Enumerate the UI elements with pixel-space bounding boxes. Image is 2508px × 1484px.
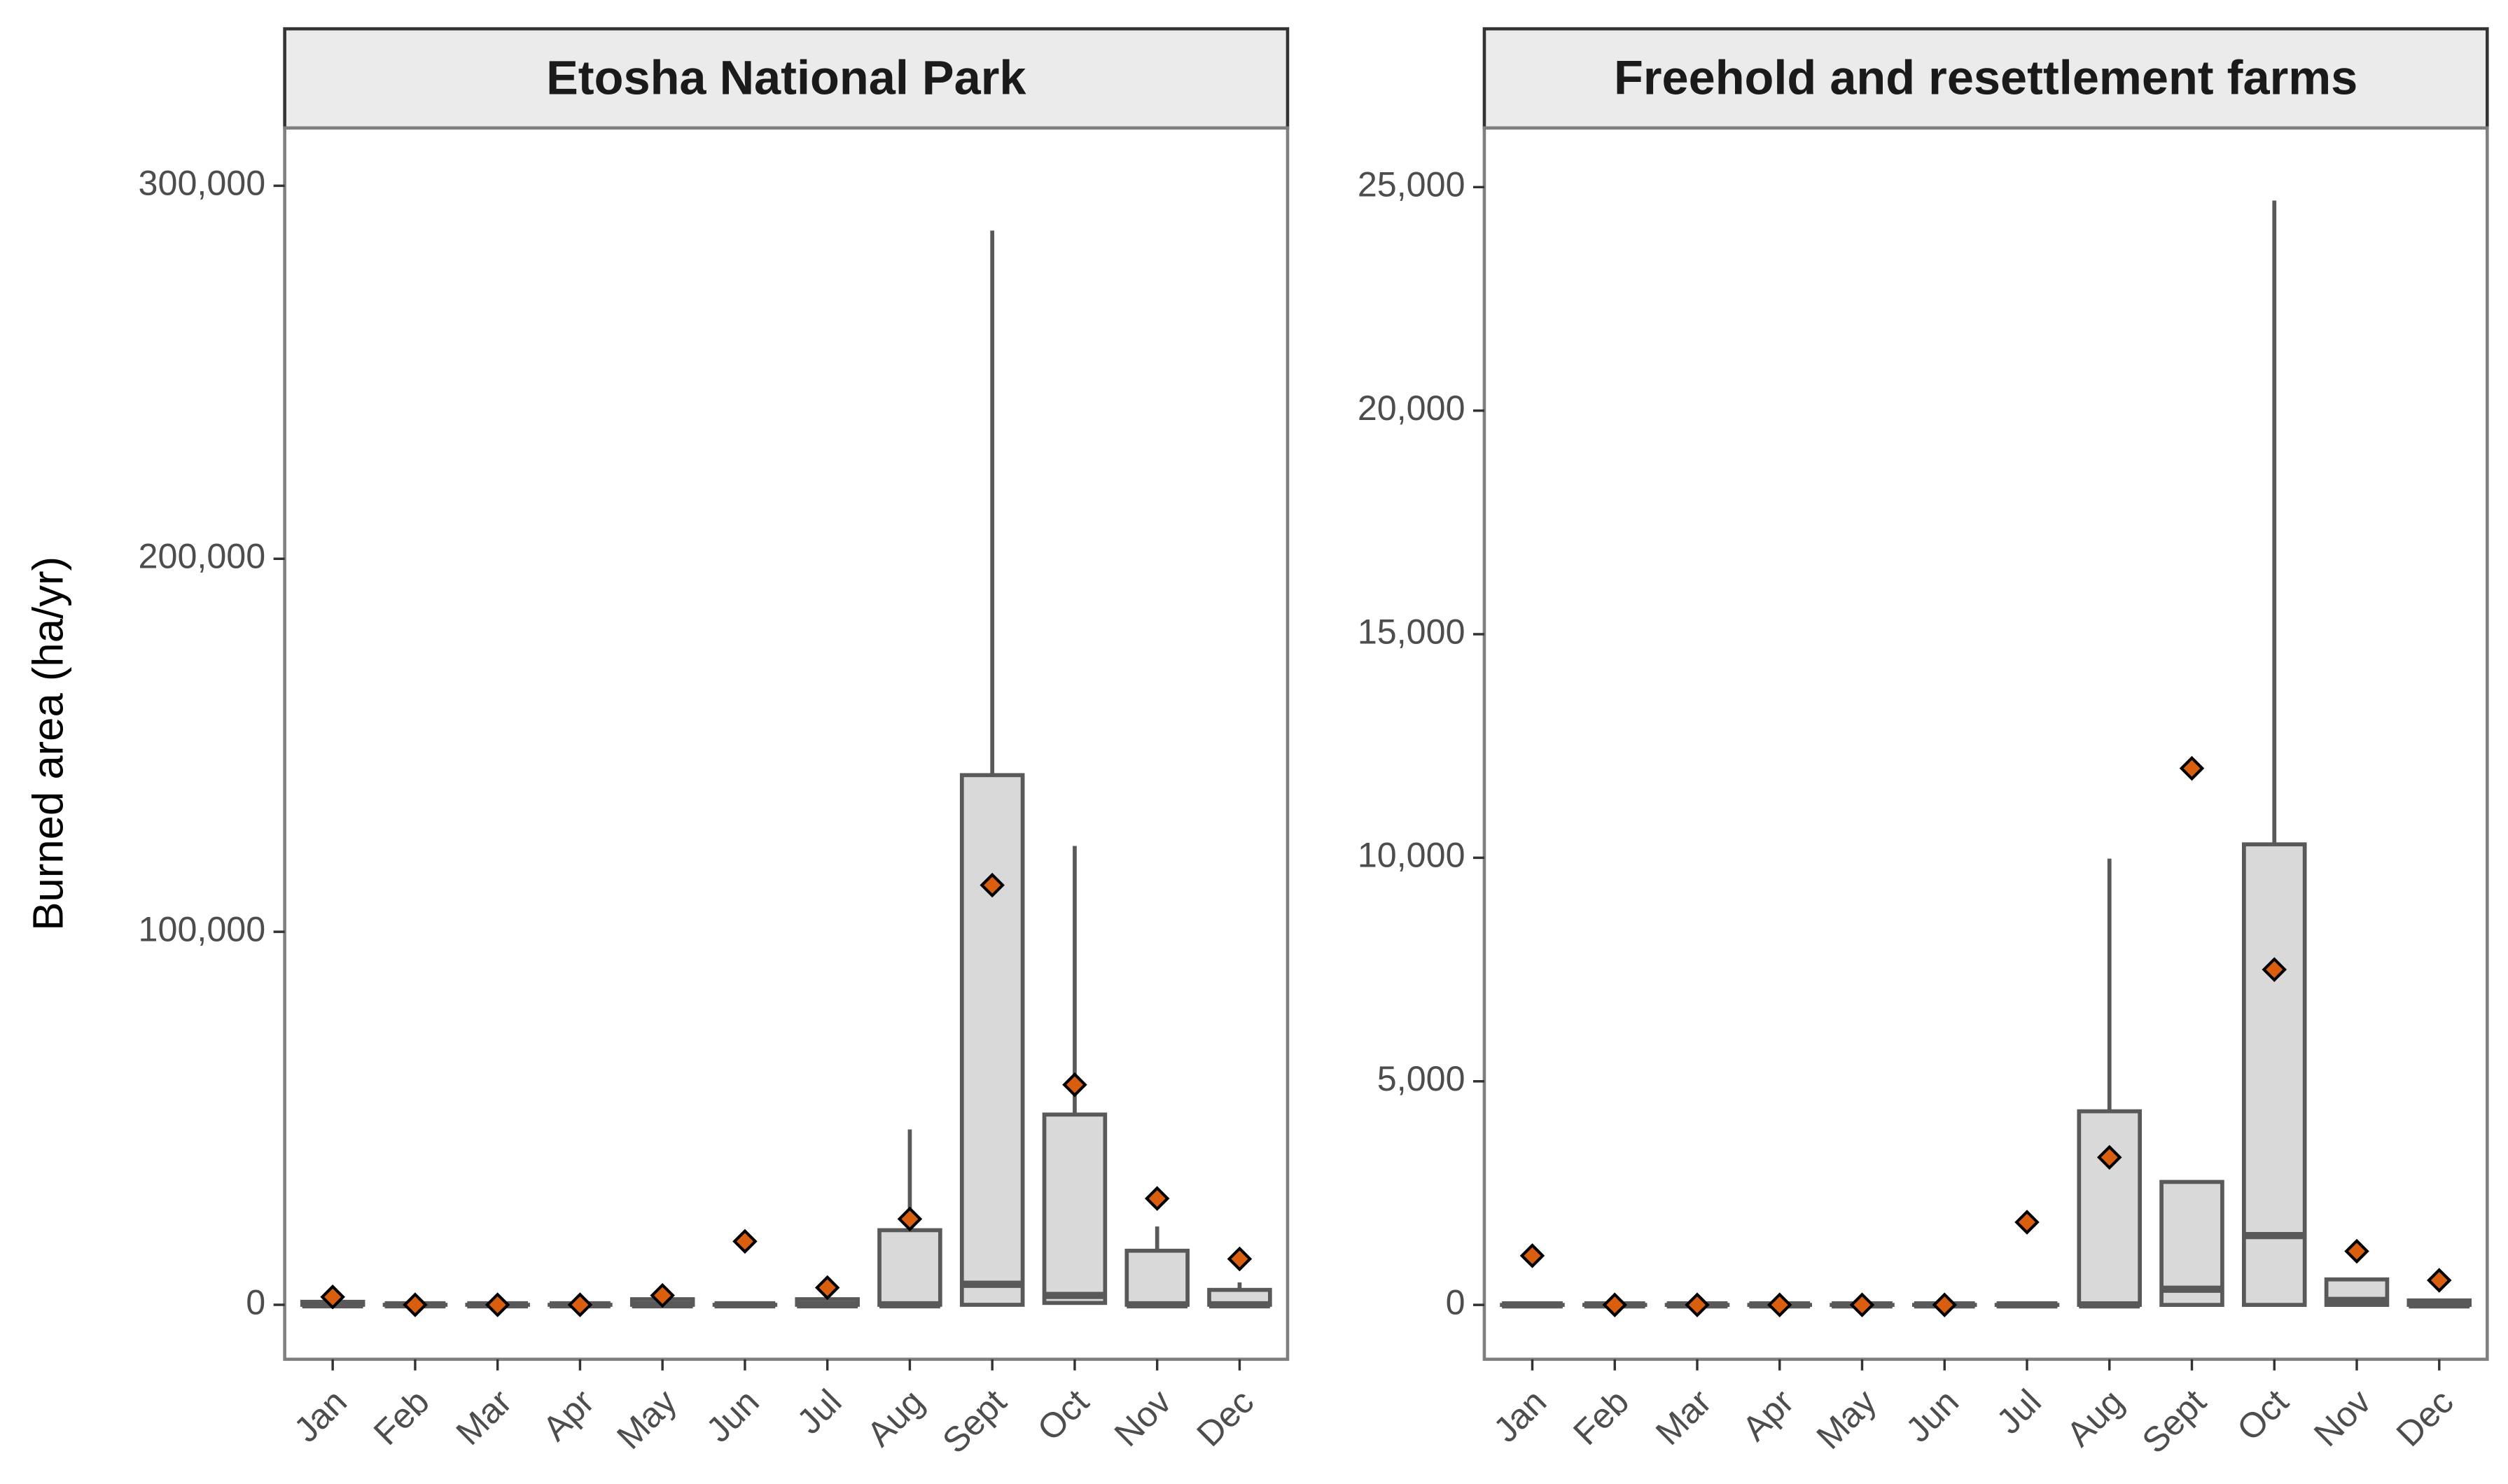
x-tick-label: Jun [699, 1382, 767, 1450]
mean-marker [1227, 1246, 1253, 1272]
x-tick-label: Aug [2059, 1382, 2131, 1454]
x-tick-label: Sept [2135, 1382, 2214, 1461]
mean-marker [403, 1292, 428, 1317]
x-tick-label: Apr [535, 1382, 601, 1448]
x-tick-label: Oct [2229, 1382, 2296, 1448]
mean-marker [2262, 957, 2287, 982]
box [959, 773, 1025, 1307]
y-tick-label: 20,000 [1358, 388, 1465, 428]
mean-marker [1932, 1292, 1958, 1317]
mean-marker [1062, 1072, 1087, 1098]
y-axis-label: Burned area (ha/yr) [24, 556, 72, 931]
x-tick-label: Jul [790, 1382, 849, 1441]
x-tick-label: Dec [1190, 1382, 1262, 1454]
y-tick-label: 0 [1446, 1282, 1465, 1322]
panel-title: Etosha National Park [546, 51, 1026, 105]
mean-marker [567, 1292, 593, 1317]
x-tick-label: Aug [859, 1382, 931, 1454]
box [1124, 1248, 1190, 1307]
panel-border [1482, 126, 2489, 1362]
mean-marker [2344, 1238, 2369, 1264]
y-tick-label: 200,000 [139, 537, 266, 576]
x-tick-label: Mar [1648, 1382, 1719, 1452]
y-tick-label: 25,000 [1358, 165, 1465, 204]
mean-marker [1767, 1292, 1792, 1317]
mean-marker [1685, 1292, 1710, 1317]
mean-marker [2014, 1210, 2040, 1235]
box [2242, 842, 2307, 1307]
x-tick-label: Apr [1735, 1382, 1802, 1448]
box [1042, 1112, 1108, 1306]
mean-marker [732, 1228, 758, 1254]
y-tick-label: 100,000 [139, 909, 266, 948]
mean-marker [650, 1282, 675, 1308]
mean-marker [320, 1284, 345, 1310]
mean-marker [814, 1275, 840, 1301]
mean-marker [980, 872, 1005, 898]
mean-marker [2427, 1268, 2452, 1293]
x-tick-label: Feb [1566, 1382, 1636, 1452]
x-tick-label: Jan [1486, 1382, 1554, 1450]
mean-marker [2179, 755, 2205, 781]
x-tick-label: Jun [1898, 1382, 1966, 1450]
x-tick-label: Jan [286, 1382, 354, 1450]
x-tick-label: May [609, 1382, 684, 1457]
x-tick-label: Jul [1989, 1382, 2049, 1441]
x-tick-label: Feb [366, 1382, 437, 1452]
x-tick-label: Dec [2389, 1382, 2461, 1454]
mean-marker [1519, 1243, 1545, 1268]
y-tick-label: 10,000 [1358, 836, 1465, 875]
panel-title: Freehold and resettlement farms [1614, 51, 2357, 105]
x-tick-label: Nov [2306, 1382, 2378, 1454]
mean-marker [2097, 1144, 2122, 1170]
mean-marker [897, 1206, 923, 1232]
y-tick-label: 5,000 [1377, 1059, 1465, 1098]
x-tick-label: Mar [449, 1382, 520, 1452]
mean-marker [1602, 1292, 1628, 1317]
x-tick-label: Oct [1030, 1382, 1096, 1448]
box [2077, 1109, 2143, 1307]
panel-border [283, 126, 1290, 1362]
y-tick-label: 0 [246, 1282, 265, 1322]
mean-marker [1144, 1186, 1170, 1211]
x-tick-label: May [1809, 1382, 1884, 1457]
box [877, 1228, 942, 1307]
y-tick-label: 15,000 [1358, 612, 1465, 651]
mean-marker [485, 1292, 510, 1317]
x-tick-label: Sept [935, 1382, 1014, 1461]
y-tick-label: 300,000 [139, 164, 266, 203]
box [2159, 1180, 2224, 1307]
strip-background [283, 27, 1290, 130]
x-tick-label: Nov [1107, 1382, 1179, 1454]
mean-marker [1849, 1292, 1875, 1317]
